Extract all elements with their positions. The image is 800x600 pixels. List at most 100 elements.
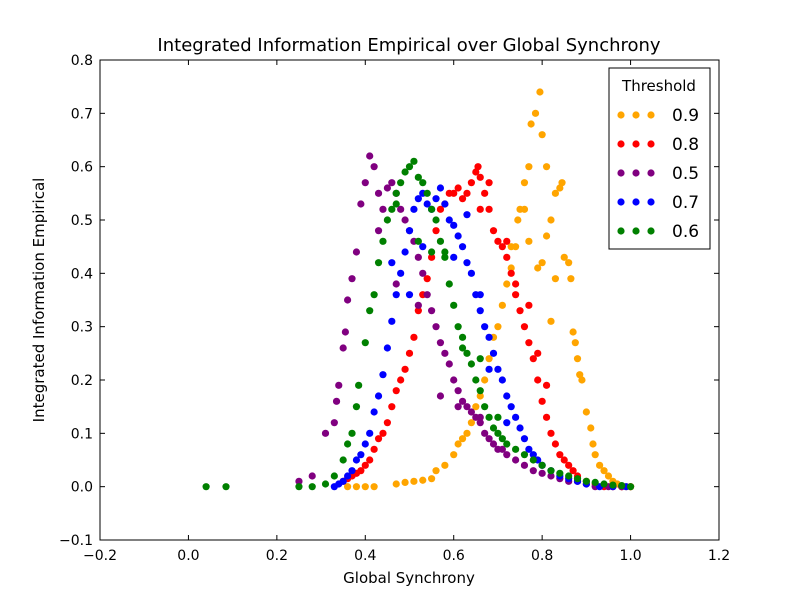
data-point [419,269,427,277]
data-point [321,480,330,488]
legend-marker [617,227,625,235]
data-point [397,376,405,384]
data-point [589,440,597,448]
y-tick-label: 0.6 [71,160,93,176]
data-point [542,381,551,389]
data-point [485,179,493,187]
data-point [366,429,374,437]
data-point [445,360,453,368]
data-point [538,397,546,405]
data-point [565,259,573,267]
data-point [481,403,489,411]
data-point [463,349,471,357]
legend-marker [617,111,625,119]
data-point [560,456,568,464]
data-point [547,472,555,480]
data-point [567,275,575,283]
data-point [352,403,361,411]
y-tick-label: 0.1 [71,426,93,442]
y-tick-label: 0.0 [71,480,93,496]
data-point [512,456,520,464]
data-point [529,451,537,459]
data-point [348,429,356,437]
y-tick-label: 0.4 [71,266,93,282]
data-point [370,408,378,416]
y-axis-ticks: −0.1 0.0 0.1 0.2 0.3 0.4 0.5 0.6 0.7 0.8 [59,53,719,549]
data-point [507,269,515,277]
data-point [370,445,378,453]
data-point [436,205,445,213]
x-tick-label: 1.0 [619,548,641,564]
data-point [507,264,515,272]
data-point [525,339,533,347]
legend-entries: 0.9 0.8 0.5 0.7 0.6 [617,106,699,242]
legend-marker [647,198,655,206]
data-point [525,237,533,245]
data-point [494,323,502,331]
data-point [432,227,440,235]
data-point [414,173,422,181]
data-point [370,163,378,171]
data-point [436,392,445,400]
data-point [370,291,378,299]
data-point [498,435,506,443]
legend-marker [632,140,640,148]
data-point [392,387,400,395]
data-point [419,243,427,251]
data-point [454,184,462,192]
data-point [476,307,484,315]
data-point [366,152,374,160]
data-point [565,461,573,469]
data-point [352,456,361,464]
data-point [383,184,391,192]
data-point [366,307,374,315]
data-point [388,403,396,411]
data-point [401,216,409,224]
data-point [498,243,506,251]
data-point [494,413,502,421]
data-point [436,184,445,192]
data-point [591,478,599,486]
data-point [569,328,577,336]
data-point [370,483,378,491]
data-point [547,467,555,475]
data-point [503,440,511,448]
legend-marker [632,169,640,177]
data-point [476,173,484,181]
data-point [445,280,453,288]
data-point [428,475,436,483]
data-point [361,440,369,448]
data-point [388,205,396,213]
data-point [527,120,535,128]
data-point [397,269,405,277]
data-point [569,467,577,475]
data-point [512,445,520,453]
data-point [476,419,484,427]
data-point [538,461,546,469]
data-point [357,451,365,459]
data-point [410,477,418,485]
data-point [335,381,343,389]
data-point [374,189,383,197]
data-point [383,344,391,352]
data-point [525,301,533,309]
x-tick-label: 1.2 [708,548,730,564]
data-point [450,221,458,229]
data-point [476,413,484,421]
data-point [361,179,369,187]
data-point [392,280,400,288]
legend-title: Threshold [621,77,696,95]
data-point [423,291,431,299]
data-point [458,435,467,443]
data-point [538,131,546,139]
data-point [520,323,529,331]
data-point [428,307,436,315]
data-point [514,216,522,224]
data-point [458,195,467,203]
data-point [202,483,210,491]
data-point [414,237,422,245]
plot-frame [99,59,720,541]
legend-label: 0.8 [672,135,699,155]
data-point [388,179,396,187]
series-0-6-points [202,157,635,491]
